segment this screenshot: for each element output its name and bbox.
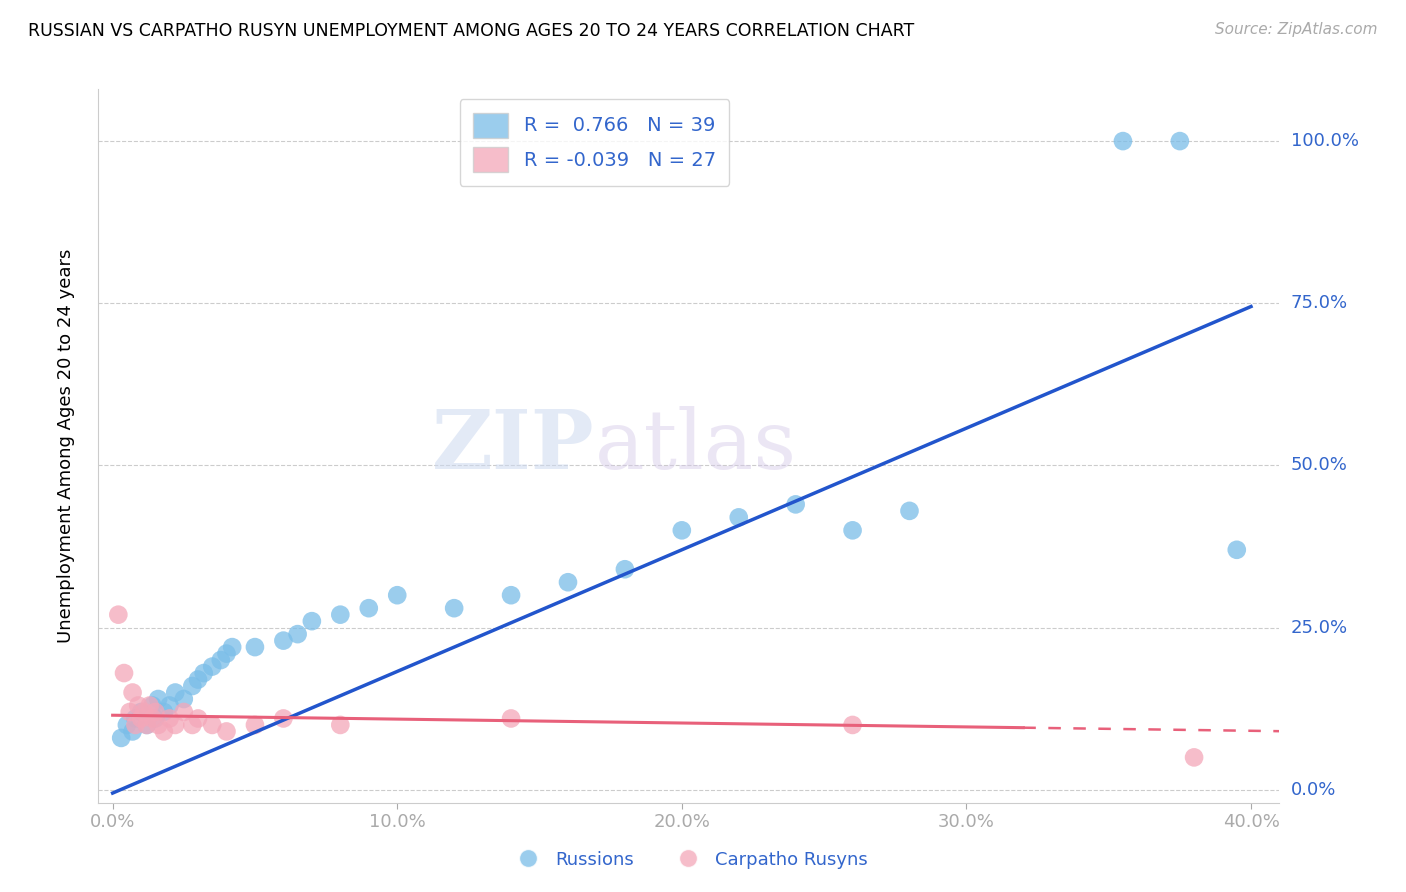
- Point: [613, 562, 636, 576]
- Point: [159, 698, 181, 713]
- Point: [110, 731, 132, 745]
- Point: [153, 705, 176, 719]
- Point: [165, 685, 187, 699]
- Point: [187, 711, 209, 725]
- Text: RUSSIAN VS CARPATHO RUSYN UNEMPLOYMENT AMONG AGES 20 TO 24 YEARS CORRELATION CHA: RUSSIAN VS CARPATHO RUSYN UNEMPLOYMENT A…: [28, 22, 914, 40]
- Point: [107, 607, 129, 622]
- Point: [129, 705, 152, 719]
- Text: 100.0%: 100.0%: [1291, 132, 1358, 150]
- Point: [124, 711, 146, 725]
- Point: [115, 718, 138, 732]
- Point: [221, 640, 243, 654]
- Point: [143, 711, 166, 725]
- Point: [173, 705, 195, 719]
- Point: [727, 510, 749, 524]
- Point: [273, 711, 295, 725]
- Point: [201, 659, 224, 673]
- Point: [273, 633, 295, 648]
- Point: [209, 653, 232, 667]
- Text: Source: ZipAtlas.com: Source: ZipAtlas.com: [1215, 22, 1378, 37]
- Point: [141, 711, 163, 725]
- Point: [181, 679, 204, 693]
- Point: [129, 711, 152, 725]
- Point: [557, 575, 579, 590]
- Point: [1226, 542, 1249, 557]
- Text: ZIP: ZIP: [432, 406, 595, 486]
- Point: [841, 718, 863, 732]
- Y-axis label: Unemployment Among Ages 20 to 24 years: Unemployment Among Ages 20 to 24 years: [56, 249, 75, 643]
- Point: [243, 640, 266, 654]
- Point: [215, 647, 238, 661]
- Point: [1182, 750, 1205, 764]
- Legend: Russions, Carpatho Rusyns: Russions, Carpatho Rusyns: [503, 844, 875, 876]
- Point: [301, 614, 323, 628]
- Point: [173, 692, 195, 706]
- Point: [181, 718, 204, 732]
- Point: [898, 504, 921, 518]
- Text: atlas: atlas: [595, 406, 797, 486]
- Point: [124, 718, 146, 732]
- Point: [329, 718, 352, 732]
- Point: [443, 601, 465, 615]
- Point: [1168, 134, 1191, 148]
- Point: [127, 698, 149, 713]
- Point: [785, 497, 807, 511]
- Point: [165, 718, 187, 732]
- Text: 50.0%: 50.0%: [1291, 457, 1347, 475]
- Point: [112, 666, 135, 681]
- Point: [329, 607, 352, 622]
- Text: 75.0%: 75.0%: [1291, 294, 1348, 312]
- Point: [135, 718, 157, 732]
- Point: [287, 627, 309, 641]
- Point: [118, 705, 141, 719]
- Point: [1112, 134, 1135, 148]
- Point: [153, 724, 176, 739]
- Point: [193, 666, 215, 681]
- Point: [121, 724, 143, 739]
- Point: [187, 673, 209, 687]
- Point: [387, 588, 409, 602]
- Point: [159, 711, 181, 725]
- Point: [148, 718, 170, 732]
- Point: [201, 718, 224, 732]
- Point: [135, 718, 157, 732]
- Point: [132, 705, 155, 719]
- Point: [215, 724, 238, 739]
- Point: [357, 601, 380, 615]
- Point: [499, 588, 522, 602]
- Point: [671, 524, 693, 538]
- Point: [148, 692, 170, 706]
- Text: 25.0%: 25.0%: [1291, 619, 1348, 637]
- Point: [841, 524, 863, 538]
- Point: [141, 698, 163, 713]
- Point: [143, 705, 166, 719]
- Text: 0.0%: 0.0%: [1291, 780, 1336, 799]
- Point: [499, 711, 522, 725]
- Point: [121, 685, 143, 699]
- Point: [243, 718, 266, 732]
- Point: [138, 698, 160, 713]
